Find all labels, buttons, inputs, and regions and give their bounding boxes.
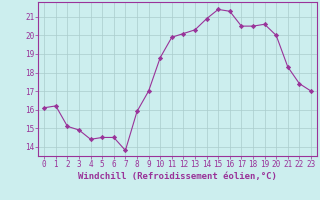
X-axis label: Windchill (Refroidissement éolien,°C): Windchill (Refroidissement éolien,°C) [78, 172, 277, 181]
